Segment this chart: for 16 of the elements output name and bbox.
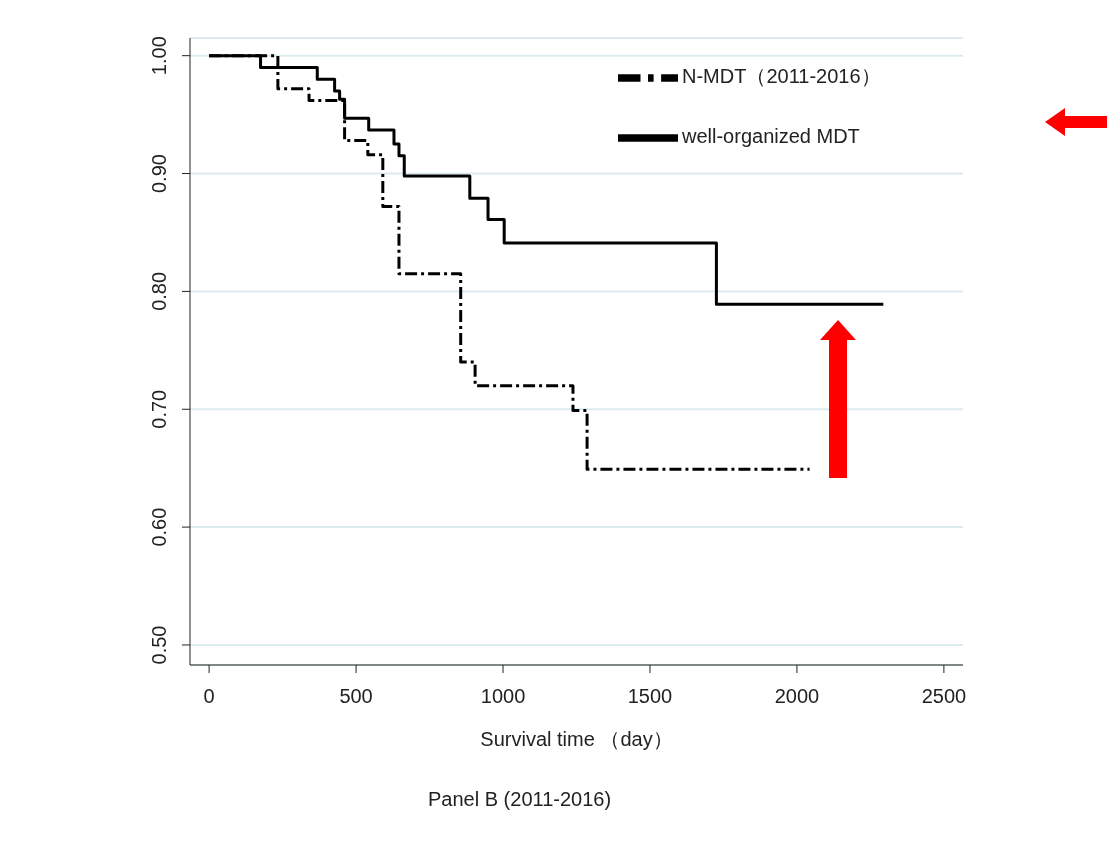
text: Panel B (2011-2016) [428, 788, 612, 811]
x-tick-label: 0 [203, 685, 215, 707]
x-tick-label: 2000 [774, 685, 820, 707]
legend-label: well-organized MDT [682, 125, 860, 148]
y-tick-label: 0.90 [148, 154, 170, 193]
y-tick-label: 1.00 [148, 36, 170, 76]
y-tick-label: 0.60 [148, 507, 170, 547]
y-tick-label: 0.70 [148, 389, 170, 429]
x-tick-label: 500 [339, 685, 373, 707]
x-tick-label: 1000 [480, 685, 526, 707]
x-axis-title: Survival time （day） [480, 728, 673, 750]
x-tick-label: 1500 [627, 685, 673, 707]
x-tick-label: 2500 [921, 685, 967, 707]
legend-label: N-MDT（2011-2016） [682, 65, 881, 88]
y-tick-label: 0.80 [148, 271, 170, 311]
y-tick-label: 0.50 [148, 625, 170, 665]
